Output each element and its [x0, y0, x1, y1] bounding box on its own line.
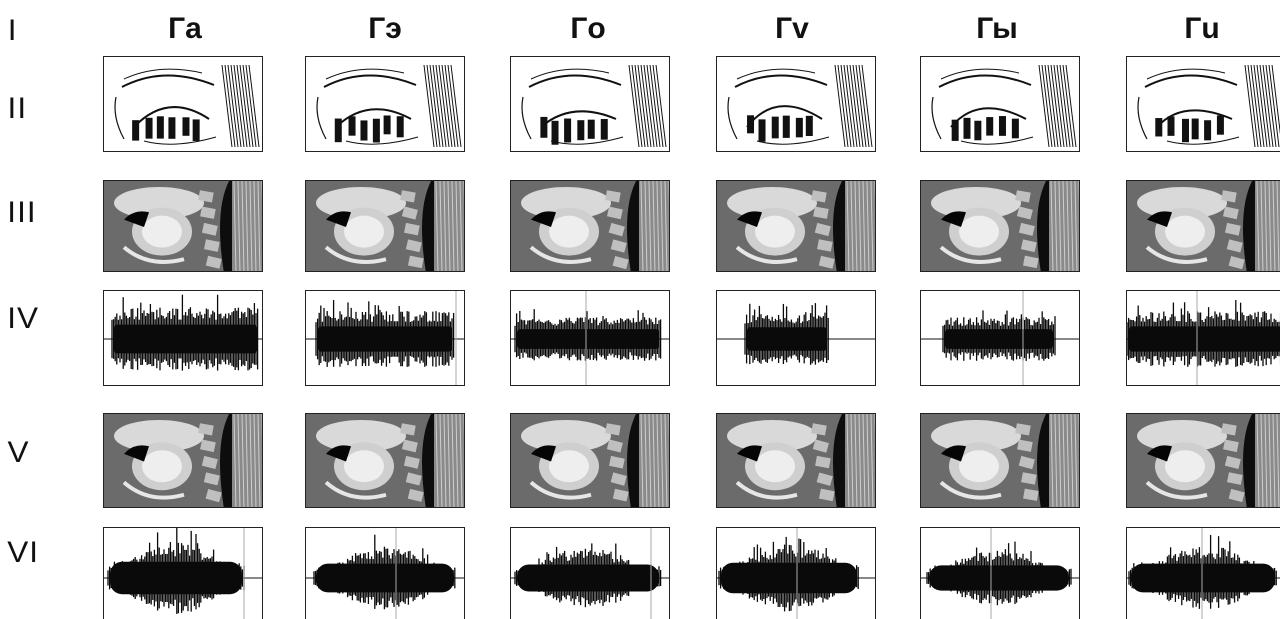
waveform-panel-lower: [920, 527, 1080, 619]
column-header-1: Гa: [168, 12, 202, 45]
waveform: [717, 528, 875, 619]
mri-panel-upper: [305, 180, 465, 272]
vocal-tract-sketch: [931, 64, 1077, 148]
mri-panel-upper: [716, 180, 876, 272]
waveform-panel-upper: [716, 290, 876, 386]
sketch-panel: [510, 56, 670, 152]
waveform-panel-lower: [510, 527, 670, 619]
vocal-tract-sketch: [114, 64, 260, 148]
row-label-2: II: [7, 92, 28, 125]
mri-panel-lower: [305, 413, 465, 508]
waveform: [1127, 291, 1280, 385]
row-label-1: I: [7, 14, 18, 47]
vocal-tract-sketch: [521, 64, 667, 148]
mri-image: [511, 414, 669, 507]
column-header-5: Гы: [976, 12, 1018, 45]
mri-image: [921, 181, 1079, 271]
mri-image: [717, 414, 875, 507]
row-label-3: III: [7, 196, 37, 229]
sketch-panel: [716, 56, 876, 152]
mri-panel-upper: [1126, 180, 1280, 272]
vocal-tract-sketch: [1137, 64, 1280, 148]
waveform-panel-upper: [1126, 290, 1280, 386]
waveform: [306, 291, 464, 385]
mri-image: [511, 181, 669, 271]
waveform-panel-upper: [920, 290, 1080, 386]
mri-panel-lower: [920, 413, 1080, 508]
waveform-panel-upper: [103, 290, 263, 386]
mri-panel-upper: [103, 180, 263, 272]
sketch-panel: [305, 56, 465, 152]
sketch-panel: [1126, 56, 1280, 152]
waveform: [921, 291, 1079, 385]
waveform-panel-upper: [510, 290, 670, 386]
mri-image: [104, 414, 262, 507]
sketch-panel: [920, 56, 1080, 152]
waveform: [306, 528, 464, 619]
mri-image: [306, 414, 464, 507]
vocal-tract-sketch: [727, 64, 873, 148]
mri-image: [104, 181, 262, 271]
waveform-panel-lower: [305, 527, 465, 619]
mri-image: [921, 414, 1079, 507]
mri-panel-lower: [716, 413, 876, 508]
mri-image: [306, 181, 464, 271]
mri-panel-lower: [1126, 413, 1280, 508]
mri-image: [1127, 414, 1280, 507]
vocal-tract-sketch: [316, 64, 462, 148]
mri-image: [717, 181, 875, 271]
waveform-panel-upper: [305, 290, 465, 386]
waveform-panel-lower: [103, 527, 263, 619]
mri-image: [1127, 181, 1280, 271]
sketch-panel: [103, 56, 263, 152]
waveform: [717, 303, 875, 365]
column-header-4: Гv: [775, 12, 809, 45]
row-label-4: IV: [7, 302, 40, 335]
mri-panel-upper: [920, 180, 1080, 272]
column-header-6: Гu: [1184, 12, 1220, 45]
row-label-5: V: [7, 436, 30, 469]
row-label-6: VI: [7, 536, 40, 569]
waveform: [104, 528, 262, 619]
waveform: [511, 291, 669, 385]
waveform: [921, 528, 1079, 619]
waveform: [511, 528, 669, 619]
waveform: [1127, 528, 1280, 619]
waveform: [104, 294, 262, 371]
waveform-panel-lower: [1126, 527, 1280, 619]
mri-panel-lower: [103, 413, 263, 508]
waveform-panel-lower: [716, 527, 876, 619]
column-header-3: Гo: [570, 12, 606, 45]
column-header-2: Гэ: [368, 12, 402, 45]
mri-panel-upper: [510, 180, 670, 272]
mri-panel-lower: [510, 413, 670, 508]
